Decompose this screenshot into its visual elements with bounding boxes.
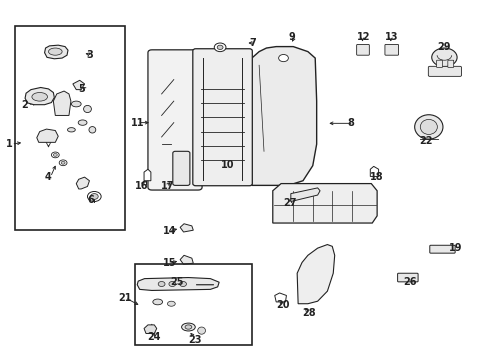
Text: 24: 24 [147, 332, 160, 342]
Text: 7: 7 [249, 38, 256, 48]
Circle shape [59, 160, 67, 166]
Text: 27: 27 [283, 198, 296, 208]
Text: 25: 25 [170, 277, 183, 287]
Circle shape [53, 153, 57, 156]
Text: 19: 19 [448, 243, 462, 253]
Text: 22: 22 [418, 136, 432, 146]
Ellipse shape [184, 325, 191, 329]
Text: 26: 26 [402, 277, 416, 287]
Polygon shape [369, 166, 378, 176]
Text: 14: 14 [162, 226, 176, 236]
Polygon shape [251, 46, 316, 185]
FancyBboxPatch shape [429, 245, 454, 253]
Text: 28: 28 [302, 309, 315, 318]
FancyBboxPatch shape [397, 273, 417, 282]
Polygon shape [137, 278, 219, 291]
Text: 20: 20 [276, 300, 289, 310]
Ellipse shape [197, 327, 205, 334]
Ellipse shape [83, 105, 91, 113]
Text: 21: 21 [119, 293, 132, 303]
Circle shape [168, 282, 175, 287]
FancyBboxPatch shape [447, 60, 453, 67]
Ellipse shape [78, 120, 87, 125]
Ellipse shape [48, 48, 62, 55]
Text: 15: 15 [162, 258, 176, 268]
FancyBboxPatch shape [436, 60, 442, 67]
Ellipse shape [167, 301, 175, 306]
Polygon shape [274, 293, 286, 302]
Ellipse shape [32, 93, 47, 101]
Text: 5: 5 [79, 84, 85, 94]
Polygon shape [44, 45, 68, 59]
Polygon shape [73, 80, 84, 90]
Polygon shape [76, 177, 89, 189]
Text: 11: 11 [131, 118, 144, 128]
Polygon shape [144, 169, 151, 181]
Text: 17: 17 [160, 181, 174, 192]
Text: 10: 10 [221, 160, 234, 170]
Text: 16: 16 [135, 181, 148, 192]
FancyBboxPatch shape [148, 50, 202, 190]
Polygon shape [297, 244, 334, 304]
FancyBboxPatch shape [172, 151, 189, 185]
Text: 8: 8 [347, 118, 354, 128]
Ellipse shape [414, 115, 442, 139]
Bar [15, 26, 125, 230]
FancyBboxPatch shape [384, 44, 398, 55]
Polygon shape [290, 188, 320, 202]
Circle shape [179, 282, 186, 287]
Circle shape [61, 161, 65, 164]
Text: 12: 12 [356, 32, 369, 41]
Circle shape [217, 45, 223, 49]
Bar [135, 264, 251, 345]
Ellipse shape [89, 127, 96, 133]
Circle shape [214, 43, 225, 51]
Text: 13: 13 [384, 32, 398, 41]
FancyBboxPatch shape [356, 44, 368, 55]
Polygon shape [180, 224, 193, 232]
Text: 4: 4 [44, 172, 51, 182]
Polygon shape [180, 255, 193, 264]
FancyBboxPatch shape [192, 49, 252, 186]
Ellipse shape [181, 323, 195, 331]
Text: 9: 9 [288, 32, 295, 42]
Text: 29: 29 [436, 42, 449, 51]
Ellipse shape [431, 48, 456, 67]
Text: 1: 1 [5, 139, 12, 149]
Circle shape [87, 192, 101, 202]
Text: 23: 23 [188, 334, 202, 345]
Polygon shape [272, 184, 376, 223]
Circle shape [278, 54, 288, 62]
Ellipse shape [71, 101, 81, 107]
Ellipse shape [67, 128, 75, 132]
Circle shape [90, 194, 98, 199]
Polygon shape [37, 129, 58, 142]
Ellipse shape [419, 120, 436, 134]
Polygon shape [144, 325, 157, 333]
Polygon shape [53, 91, 71, 116]
Ellipse shape [153, 299, 162, 305]
Polygon shape [25, 87, 54, 105]
Circle shape [158, 282, 164, 287]
Text: 6: 6 [87, 195, 94, 206]
Text: 2: 2 [21, 100, 28, 110]
Circle shape [51, 152, 59, 158]
Text: 3: 3 [86, 50, 93, 60]
FancyBboxPatch shape [427, 66, 461, 76]
Text: 18: 18 [369, 172, 383, 182]
